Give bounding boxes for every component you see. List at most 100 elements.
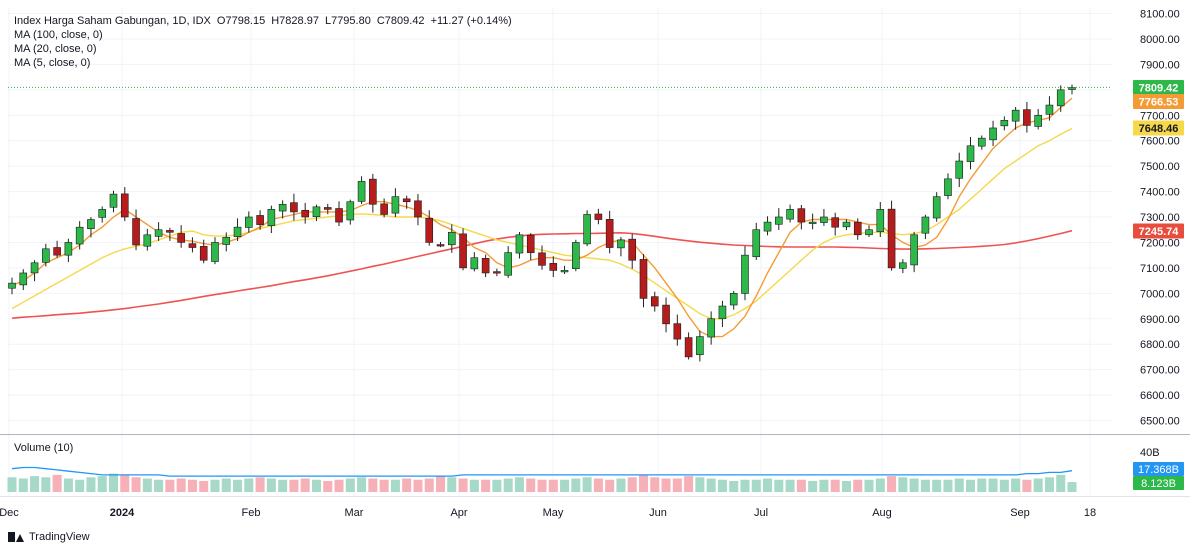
volume-bar: [345, 478, 355, 492]
candle-body: [752, 229, 761, 258]
volume-bar: [943, 479, 953, 492]
volume-bar: [684, 476, 694, 492]
price-label-text-ma20: 7648.46: [1139, 123, 1179, 135]
candle-body: [357, 181, 366, 202]
candle-body: [572, 242, 580, 269]
volume-bar: [841, 480, 851, 492]
volume-bar: [97, 476, 107, 492]
volume-bar: [142, 478, 152, 492]
price-label-ma5: [1133, 94, 1184, 109]
volume-bar: [853, 479, 863, 492]
candle-body: [109, 193, 118, 208]
candle-body: [414, 200, 422, 218]
candle-body: [684, 337, 693, 358]
volume-bar: [75, 479, 85, 492]
candle-body: [797, 208, 806, 223]
volume-bar: [774, 479, 784, 492]
candle-body: [617, 239, 625, 249]
candle-body: [380, 203, 388, 215]
y-tick-label: 6700.00: [1140, 365, 1180, 377]
y-tick-label: 7900.00: [1140, 59, 1180, 71]
volume-bar: [289, 479, 299, 492]
volume-label-text-volume: 8.123B: [1141, 478, 1176, 490]
y-tick-label: 6600.00: [1140, 390, 1180, 402]
candle-body: [132, 218, 140, 246]
volume-bar: [954, 478, 964, 492]
symbol-title: Index Harga Saham Gabungan, 1D, IDX: [14, 15, 211, 27]
ma-series-line-ma20: [11, 127, 1073, 320]
volume-bar: [920, 479, 930, 492]
volume-bar: [52, 474, 62, 492]
candle-body: [188, 243, 197, 248]
volume-bar: [751, 479, 761, 492]
ohlc-close: C7809.42: [376, 15, 425, 27]
candle-body: [447, 231, 456, 246]
candle-body: [425, 217, 434, 243]
price-label-text-ma100: 7245.74: [1139, 226, 1180, 238]
volume-bar: [526, 478, 536, 492]
x-tick-label: Feb: [242, 507, 261, 519]
volume-bar: [999, 479, 1009, 492]
volume-bar: [278, 479, 288, 492]
volume-bar: [131, 477, 141, 492]
volume-bar: [165, 479, 175, 492]
volume-bar: [514, 477, 524, 492]
candle-body: [515, 234, 524, 254]
y-tick-label: 8100.00: [1140, 9, 1180, 21]
candle-body: [256, 215, 264, 225]
x-tick-label: Apr: [450, 507, 467, 519]
candle-body: [560, 270, 569, 273]
candle-body: [853, 221, 862, 236]
x-axis: Dec 2024 Feb Mar Apr May Jun Jul Aug Sep 18: [0, 507, 1096, 519]
volume-bar: [1033, 478, 1043, 492]
volume-bar: [266, 478, 276, 492]
volume-bar: [86, 477, 96, 492]
candle-body: [876, 209, 885, 233]
ma5-legend[interactable]: MA (5, close, 0): [14, 57, 91, 69]
volume-bar: [898, 477, 908, 492]
volume-bar: [402, 478, 412, 492]
ma100-legend[interactable]: MA (100, close, 0): [14, 29, 103, 41]
candle-body: [977, 137, 986, 147]
ma20-legend[interactable]: MA (20, close, 0): [14, 43, 97, 55]
candle-body: [436, 244, 445, 247]
ohlc-open: O7798.15: [216, 15, 266, 27]
candle-body: [391, 196, 400, 214]
volume-bar: [695, 477, 705, 492]
candle-body: [199, 246, 208, 261]
volume-bar: [492, 479, 502, 492]
candle-body: [493, 271, 501, 274]
volume-bar: [413, 479, 423, 492]
volume-bar: [221, 478, 231, 492]
candle-body: [459, 233, 467, 269]
volume-legend[interactable]: Volume (10): [14, 442, 74, 454]
candle-body: [323, 207, 332, 210]
volume-label-text-volume-ma: 17.368B: [1138, 464, 1179, 476]
volume-bar: [593, 478, 603, 492]
y-tick-label: 6800.00: [1140, 339, 1180, 351]
x-tick-label: 2024: [110, 507, 135, 519]
candle-body: [921, 216, 930, 234]
volume-bar: [255, 477, 265, 492]
candle-body: [673, 323, 682, 340]
candle-body: [166, 230, 174, 233]
y-tick-label: 6900.00: [1140, 314, 1180, 326]
volume-bar: [808, 480, 818, 492]
candle-body: [8, 282, 16, 289]
candle-body: [120, 193, 129, 218]
volume-bar: [311, 479, 321, 492]
volume-bar: [763, 478, 773, 492]
candle-body: [583, 214, 591, 245]
candle-body: [98, 209, 107, 218]
price-label-text-close: 7809.42: [1139, 83, 1179, 95]
volume-bar: [244, 478, 254, 492]
volume-bar: [300, 478, 310, 492]
volume-bar: [503, 478, 513, 492]
grid-lines: [8, 8, 1112, 496]
brand-name: TradingView: [29, 531, 90, 543]
candle-body: [707, 318, 715, 338]
candle-body: [312, 206, 321, 218]
candle-body: [696, 336, 704, 356]
x-tick-label: 18: [1084, 507, 1096, 519]
